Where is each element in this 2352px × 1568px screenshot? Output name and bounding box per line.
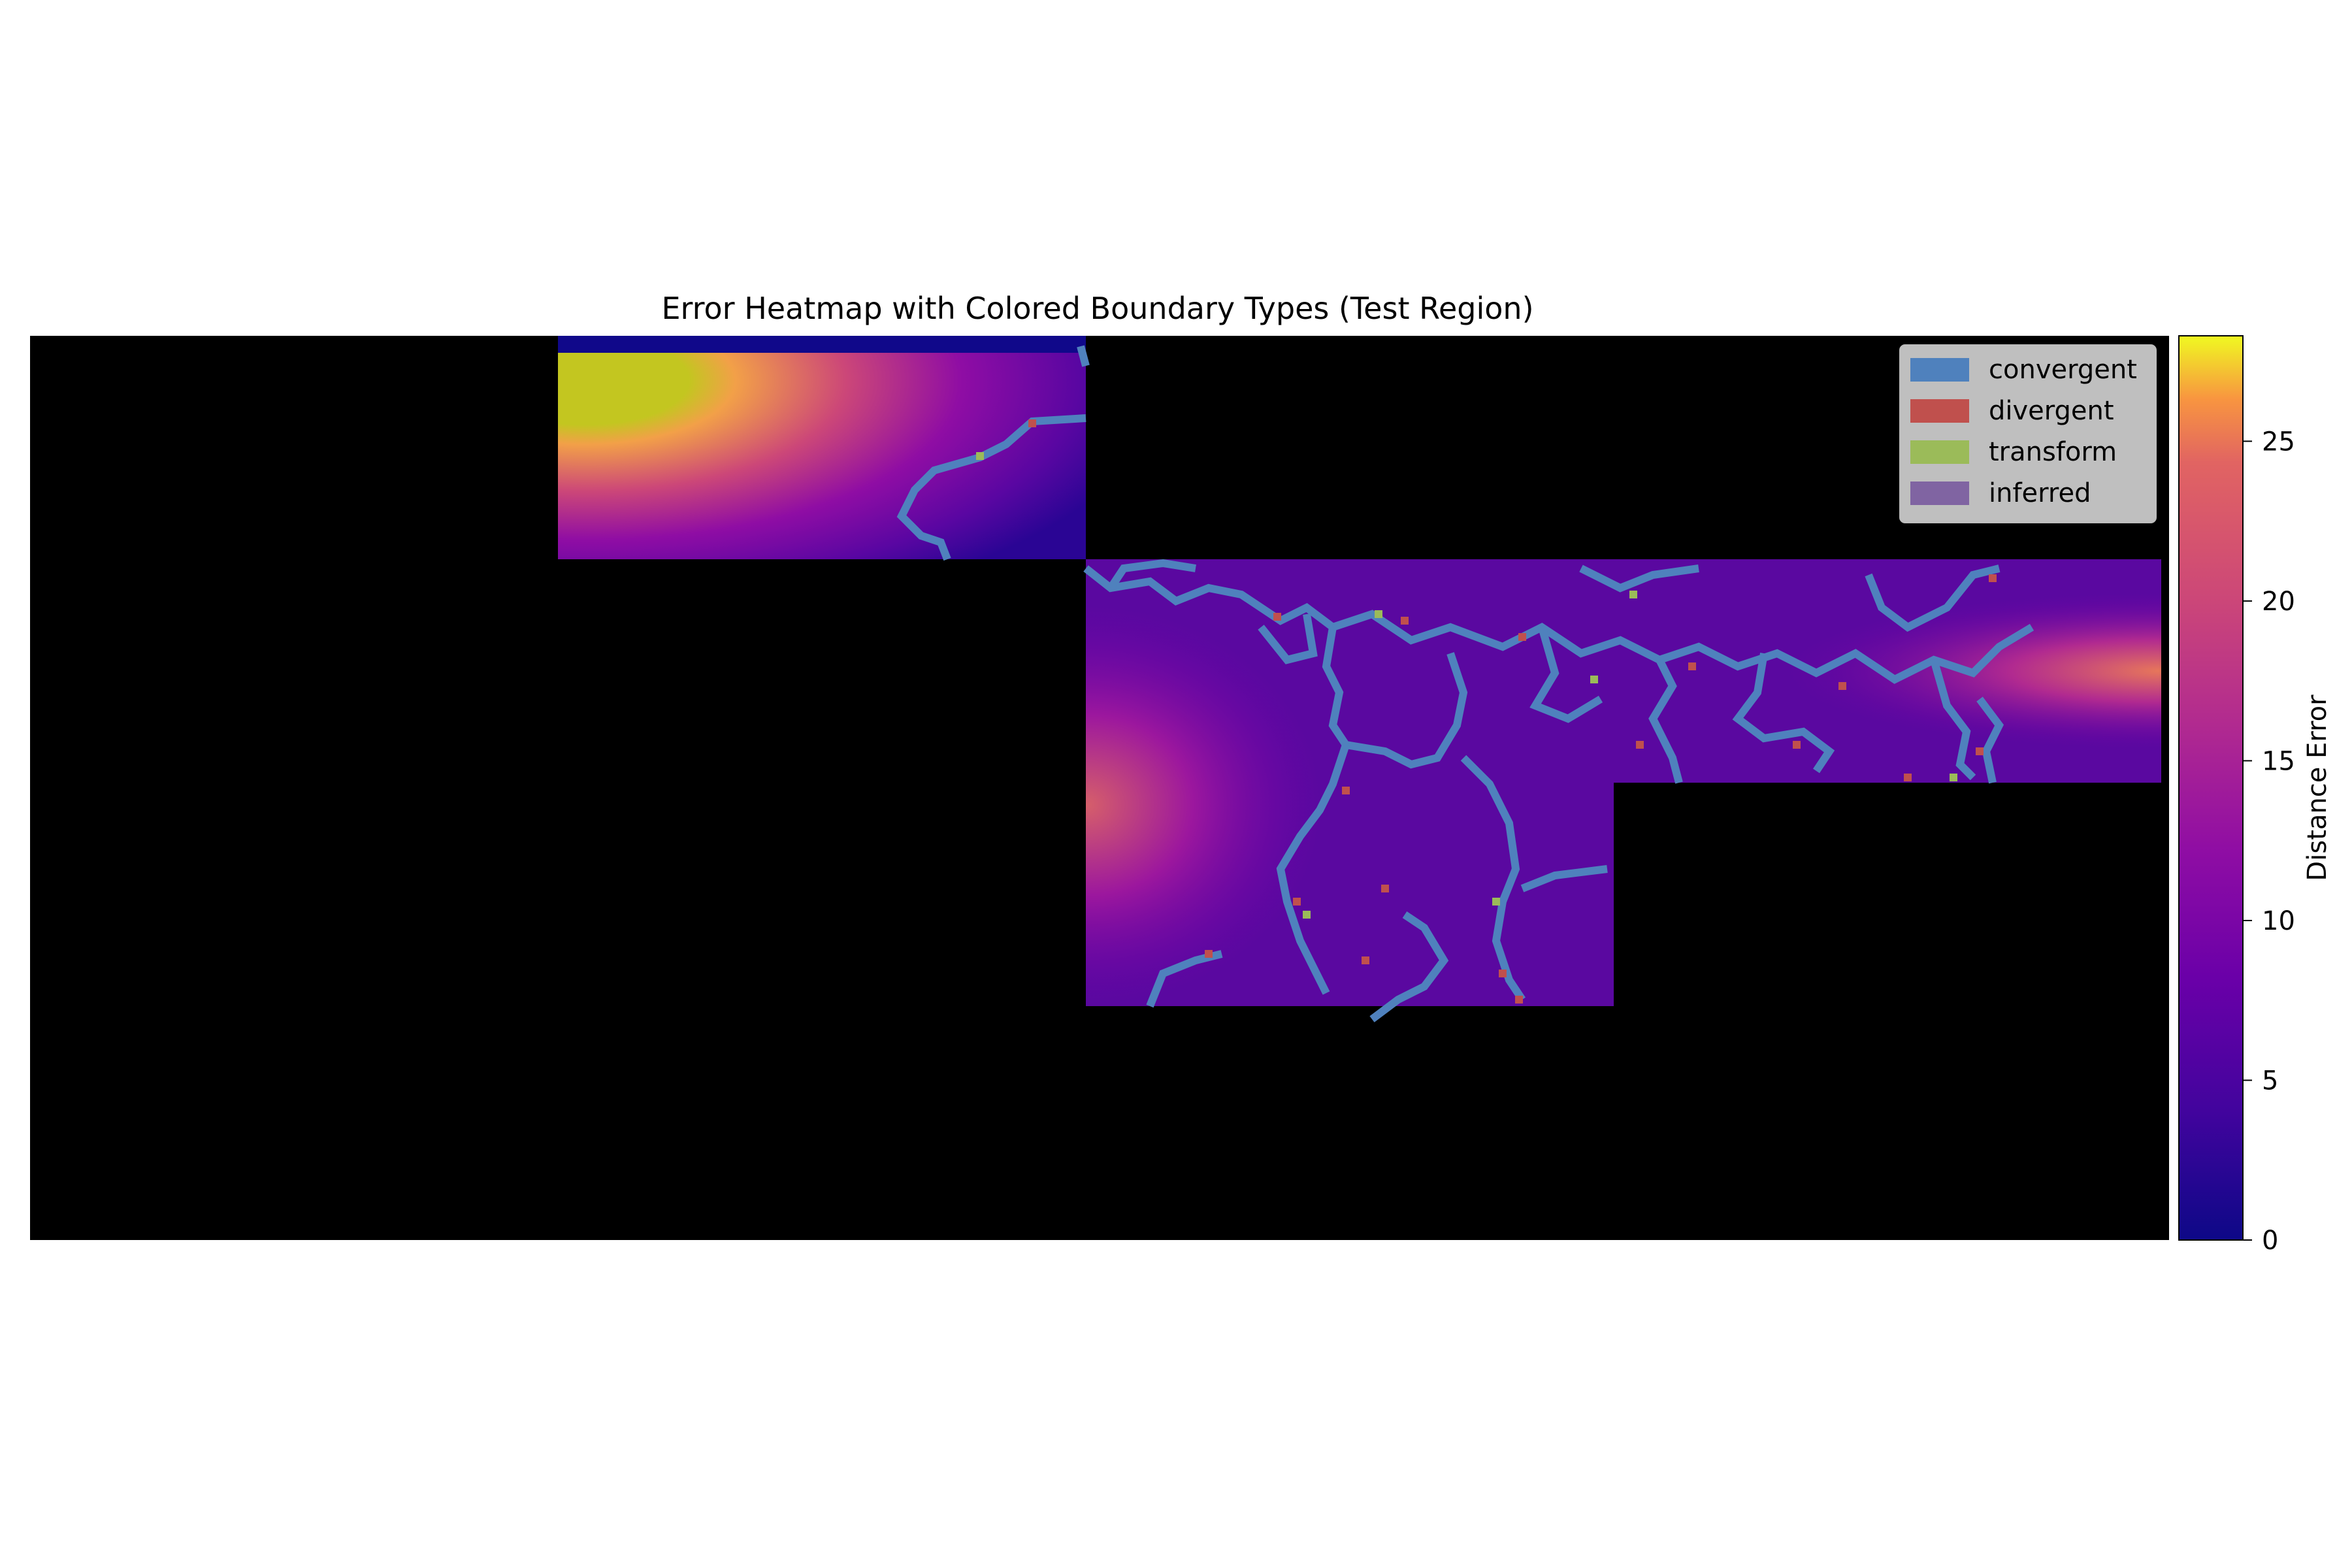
boundary-marker [1950, 774, 1957, 781]
boundary-marker [1499, 970, 1507, 977]
convergent-boundary [1107, 559, 1196, 591]
colorbar-label: Distance Error [2302, 694, 2332, 881]
boundary-marker [1205, 950, 1213, 958]
boundary-marker [1492, 898, 1500, 906]
boundary-marker [1303, 911, 1311, 919]
colorbar-tick-label: 20 [2262, 587, 2295, 617]
chart-title: Error Heatmap with Colored Boundary Type… [661, 291, 1533, 326]
colorbar-tick-label: 25 [2262, 427, 2295, 457]
boundary-marker [1636, 741, 1644, 749]
convergent-boundary [896, 345, 1090, 561]
colorbar-tick-label: 5 [2262, 1066, 2278, 1096]
boundary-marker [1273, 613, 1281, 621]
colorbar: 0 5 10 15 20 25 Distance Error [2178, 335, 2332, 1256]
legend-label-transform: transform [1989, 437, 2117, 467]
boundary-marker [1838, 682, 1846, 690]
boundary-marker [1989, 574, 1997, 582]
boundary-marker [1362, 956, 1369, 964]
legend-swatch-transform [1910, 440, 1969, 464]
boundary-lines [896, 345, 2034, 1022]
legend-label-convergent: convergent [1989, 355, 2137, 385]
boundary-marker [1401, 617, 1409, 625]
convergent-boundary [1520, 865, 1608, 892]
legend-swatch-inferred [1910, 482, 1969, 505]
boundary-marker [1381, 885, 1389, 892]
boundary-marker [976, 452, 984, 460]
boundary-marker [1028, 419, 1036, 427]
legend-frame [1899, 344, 2157, 523]
convergent-boundary [1648, 658, 1683, 784]
north-tile-top-band [558, 336, 1086, 353]
boundary-marker [1342, 787, 1350, 794]
boundary-marker [1518, 633, 1526, 641]
boundary-marker [1976, 747, 1984, 755]
boundary-marker [1515, 996, 1523, 1004]
boundary-marker [1293, 898, 1301, 906]
convergent-boundary [1732, 653, 1835, 774]
boundary-marker [1590, 676, 1598, 683]
colorbar-tick-label: 10 [2262, 906, 2295, 936]
colorbar-tick-label: 15 [2262, 746, 2295, 776]
western-glow [1086, 559, 1614, 1006]
convergent-boundary [1529, 626, 1603, 723]
boundary-marker [1688, 662, 1696, 670]
boundary-marker [1904, 774, 1912, 781]
convergent-boundary [1865, 564, 2001, 632]
boundary-marker [1629, 591, 1637, 598]
colorbar-tick-label: 0 [2262, 1226, 2278, 1256]
legend-label-inferred: inferred [1989, 478, 2091, 508]
legend: convergent divergent transform inferred [1899, 344, 2157, 523]
convergent-boundary [1276, 743, 1350, 995]
legend-label-divergent: divergent [1989, 396, 2114, 426]
convergent-boundary [1930, 659, 1976, 781]
legend-swatch-convergent [1910, 358, 1969, 382]
convergent-boundary [1258, 613, 1318, 664]
convergent-boundary [1460, 755, 1526, 1002]
convergent-boundary [1322, 627, 1468, 769]
colorbar-gradient [2178, 335, 2244, 1241]
convergent-boundary [1579, 564, 1699, 593]
heatmap-plot [30, 336, 2169, 1240]
boundary-marker [1375, 610, 1382, 618]
convergent-boundary [1976, 696, 2004, 784]
colorbar-ticks: 0 5 10 15 20 25 [2243, 427, 2295, 1256]
boundary-marker [1793, 741, 1801, 749]
legend-swatch-divergent [1910, 399, 1969, 423]
convergent-boundary [1369, 911, 1449, 1022]
